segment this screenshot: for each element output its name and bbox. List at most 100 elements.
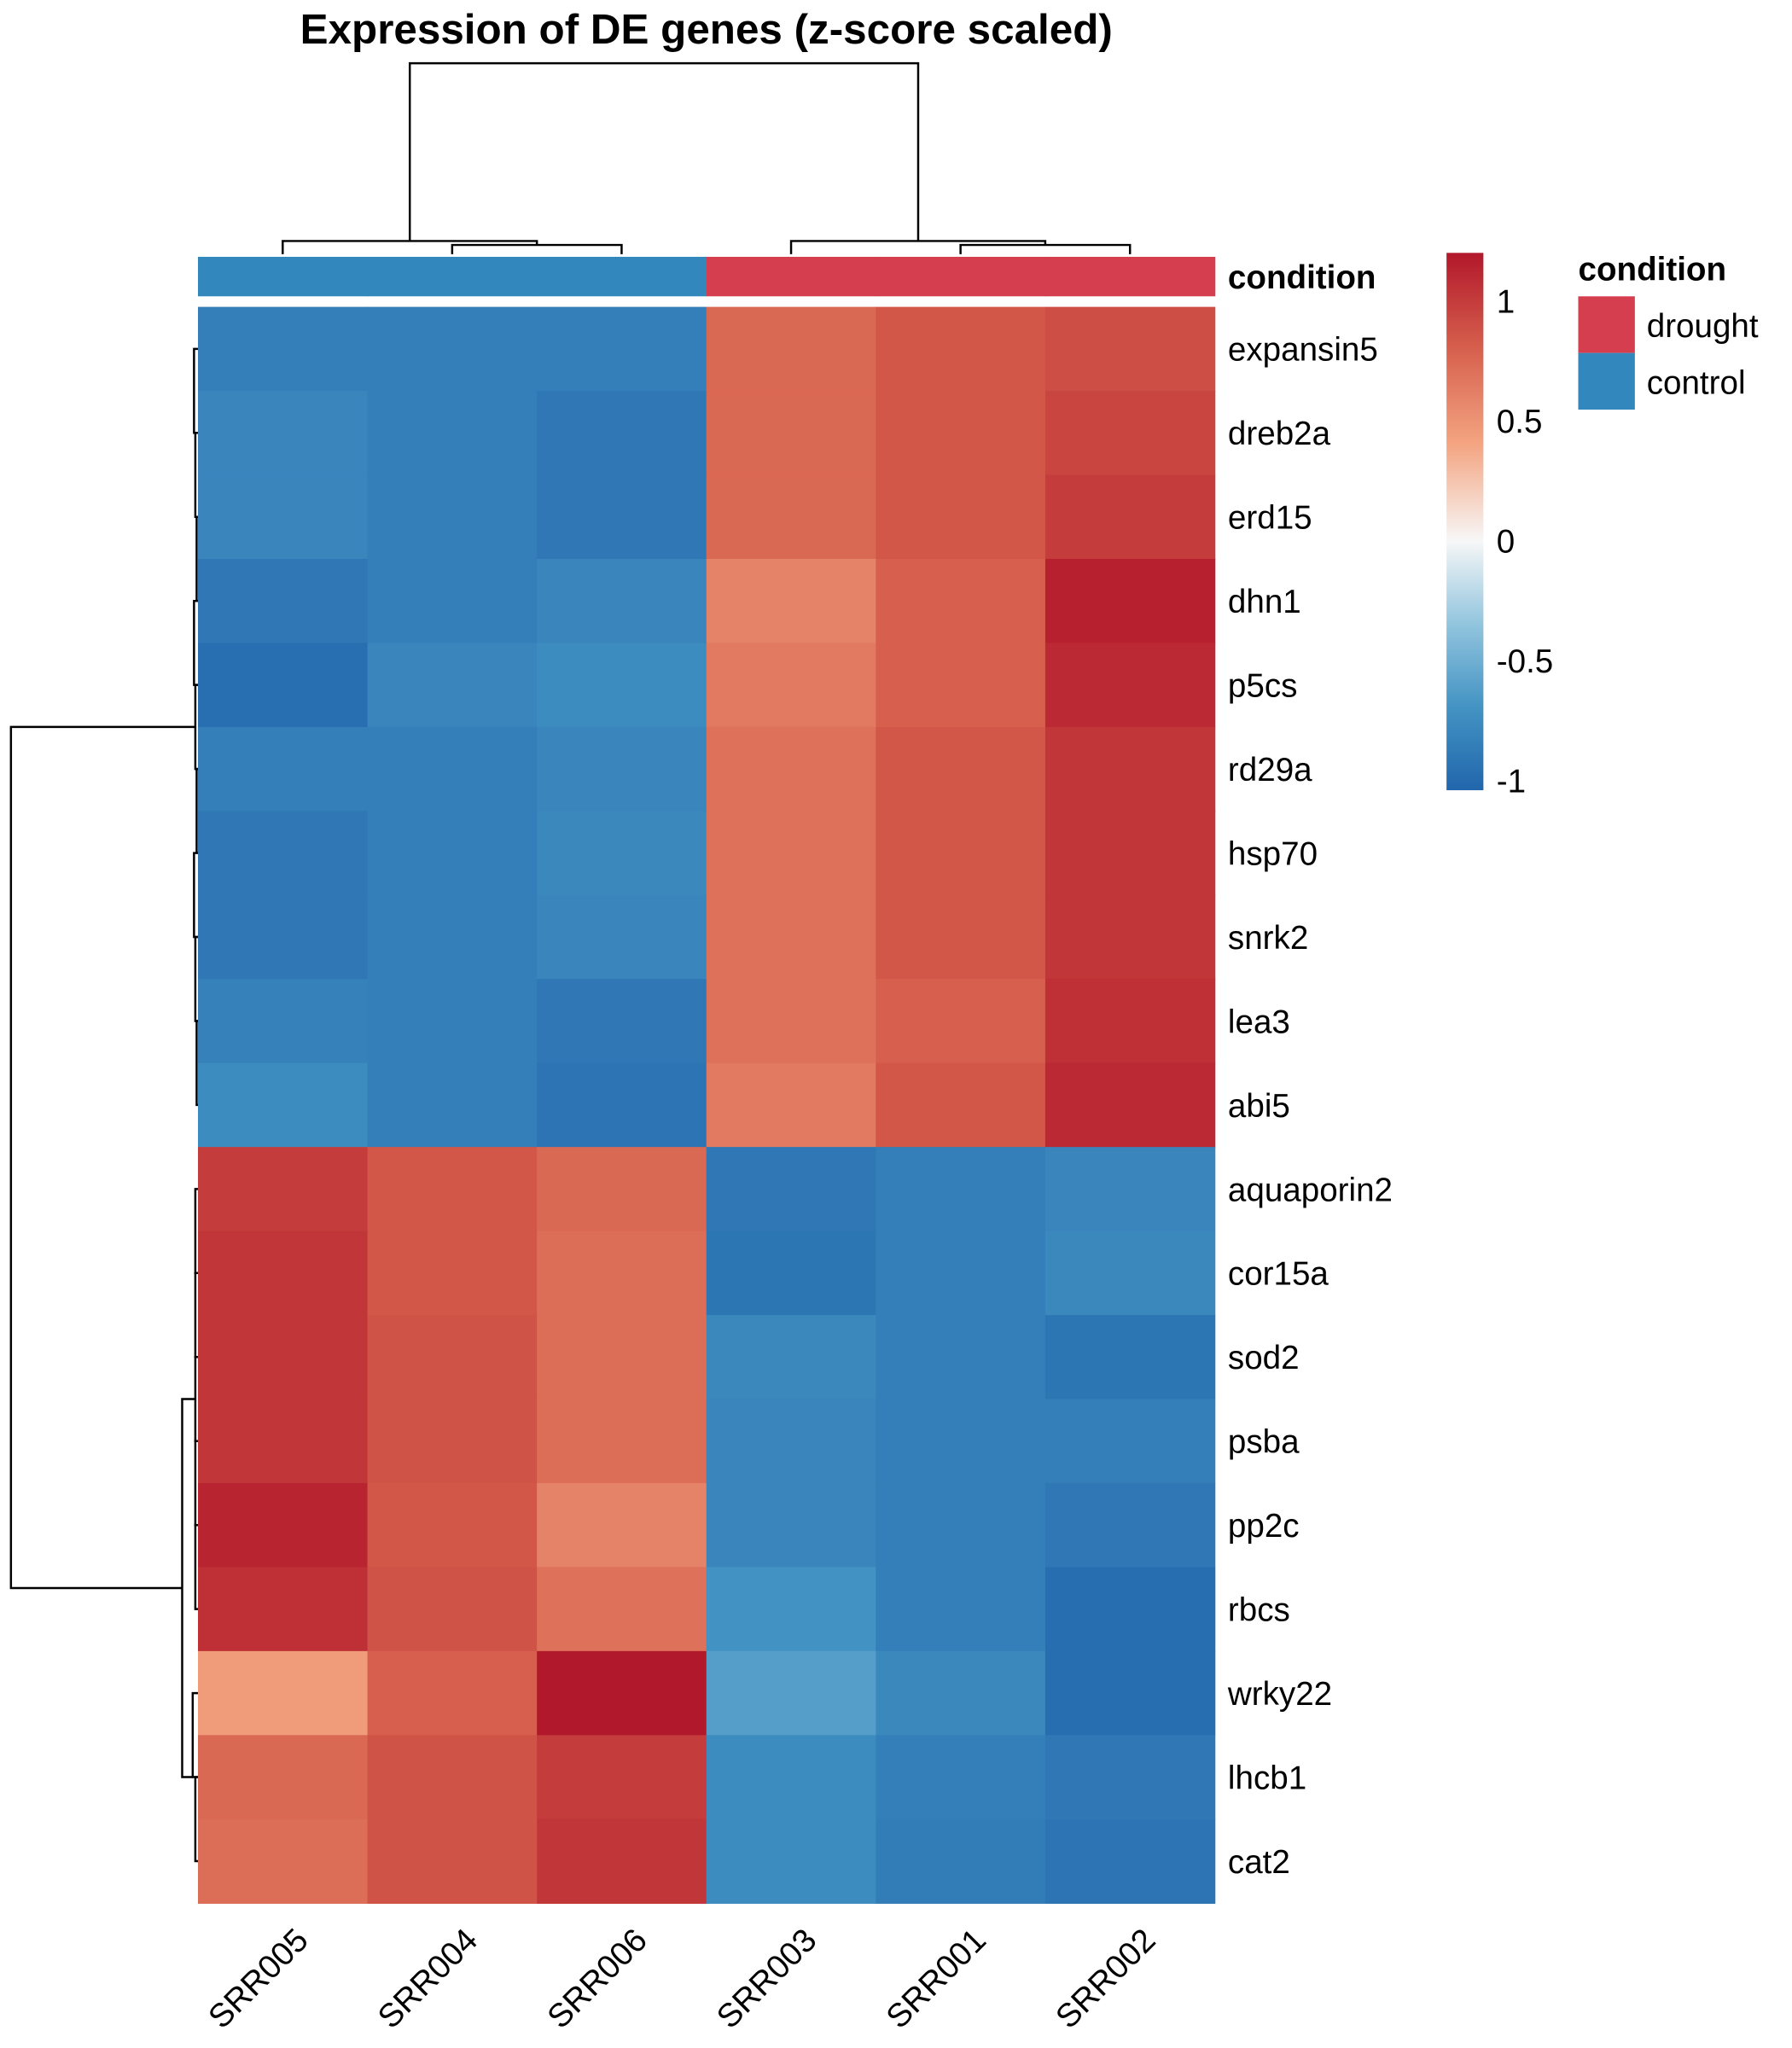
- heatmap-cell: [706, 1399, 877, 1484]
- heatmap-cell: [197, 391, 369, 476]
- heatmap-cell: [1044, 894, 1216, 980]
- dendrogram-branch: [191, 1691, 198, 1778]
- heatmap-cell: [876, 558, 1046, 644]
- row-label: dhn1: [1228, 584, 1301, 620]
- heatmap-cell: [1044, 1399, 1216, 1484]
- heatmap-cell: [1044, 643, 1216, 728]
- heatmap-cell: [706, 1231, 877, 1316]
- row-label: wrky22: [1227, 1676, 1332, 1713]
- dendrogram-branch: [959, 243, 1132, 254]
- heatmap-cell: [876, 979, 1046, 1064]
- colorbar-gradient: [1446, 253, 1484, 791]
- heatmap-cell: [197, 1147, 369, 1232]
- dendrogram-branch: [9, 725, 195, 1590]
- heatmap-cell: [537, 306, 707, 392]
- heatmap-cell: [197, 1231, 369, 1316]
- heatmap-cell: [197, 558, 369, 644]
- annotation-cell: [537, 256, 707, 297]
- heatmap-cell: [1044, 1818, 1216, 1904]
- heatmap-cell: [537, 979, 707, 1064]
- colorbar-legend: 1 0.5 0 -0.5 -1: [1446, 253, 1553, 800]
- heatmap-cell: [706, 1482, 877, 1568]
- annotation-cell: [367, 256, 538, 297]
- heatmap-cell: [706, 558, 877, 644]
- row-label: erd15: [1228, 500, 1312, 537]
- heatmap-cell: [197, 643, 369, 728]
- annotation-label: condition: [1228, 259, 1376, 296]
- dendrogram-branch: [194, 684, 198, 771]
- row-label: hsp70: [1228, 835, 1318, 872]
- heatmap-cell: [197, 1482, 369, 1568]
- heatmap-cell: [367, 1399, 538, 1484]
- heatmap-cell: [537, 1482, 707, 1568]
- heatmap-cell: [1044, 1315, 1216, 1400]
- dendrogram-branch: [789, 240, 1047, 254]
- heatmap-cell: [367, 474, 538, 560]
- column-label: SRR006: [540, 1922, 655, 2036]
- heatmap-cell: [1044, 1735, 1216, 1820]
- heatmap-cell: [197, 1062, 369, 1148]
- dendrogram-branch: [194, 1188, 198, 1275]
- heatmap-cell: [876, 643, 1046, 728]
- legend-label: drought: [1647, 308, 1759, 345]
- dendrogram-branch: [408, 61, 920, 241]
- heatmap-cell: [1044, 558, 1216, 644]
- heatmap-cell: [367, 1567, 538, 1652]
- heatmap-cell: [706, 979, 877, 1064]
- heatmap-cell: [876, 1650, 1046, 1737]
- dendrogram-branch: [195, 767, 198, 854]
- heatmap-cell: [876, 1818, 1046, 1904]
- heatmap-cell: [876, 894, 1046, 980]
- column-label: SRR003: [710, 1922, 824, 2036]
- heatmap-cell: [706, 474, 877, 560]
- heatmap-cell: [367, 1818, 538, 1904]
- dendrogram-branch: [195, 515, 198, 602]
- heatmap-cell: [367, 811, 538, 896]
- heatmap-cell: [1044, 1231, 1216, 1316]
- column-label: SRR005: [201, 1922, 316, 2036]
- heatmap-cell: [537, 391, 707, 476]
- colorbar-tick-label: -1: [1497, 764, 1526, 800]
- heatmap-cell: [706, 894, 877, 980]
- row-label: cat2: [1228, 1844, 1290, 1881]
- dendrogram-branch: [193, 852, 198, 939]
- annotation-cell: [197, 256, 369, 297]
- colorbar-tick-label: 0: [1497, 524, 1515, 561]
- annotation-cell: [706, 256, 877, 297]
- heatmap-cell: [367, 306, 538, 392]
- heatmap-cell: [876, 474, 1046, 560]
- dendrogram-branch: [193, 599, 198, 686]
- row-label: lhcb1: [1228, 1760, 1306, 1796]
- heatmap-cell: [537, 1315, 707, 1400]
- heatmap-cell: [537, 894, 707, 980]
- row-label: sod2: [1228, 1340, 1300, 1376]
- heatmap-cell: [197, 1567, 369, 1652]
- legend-swatch-drought: [1578, 296, 1635, 353]
- heatmap-cell: [197, 894, 369, 980]
- row-label: pp2c: [1228, 1508, 1300, 1545]
- dendrogram-branch: [194, 1776, 198, 1863]
- heatmap-cell: [197, 979, 369, 1064]
- dendrogram-branch: [451, 243, 623, 254]
- dendrogram-branch: [195, 1020, 198, 1107]
- heatmap-cell: [706, 1147, 877, 1232]
- heatmap-cell: [876, 391, 1046, 476]
- heatmap-cell: [197, 1818, 369, 1904]
- heatmap-cell: [367, 558, 538, 644]
- heatmap-cell: [367, 894, 538, 980]
- annotation-legend-title: condition: [1578, 252, 1726, 288]
- heatmap-cell: [367, 1482, 538, 1568]
- dendrogram-branch: [194, 1440, 198, 1527]
- heatmap-cell: [197, 306, 369, 392]
- heatmap-cell: [706, 643, 877, 728]
- row-label: lea3: [1228, 1004, 1290, 1040]
- row-label: snrk2: [1228, 920, 1308, 957]
- row-dendrogram: [9, 347, 198, 1863]
- heatmap-cell: [367, 1062, 538, 1148]
- heatmap-cell: [367, 391, 538, 476]
- heatmap-cell: [367, 1650, 538, 1737]
- heatmap-cells: [197, 306, 1216, 1904]
- dendrogram-branch: [194, 1356, 198, 1442]
- row-label: dreb2a: [1228, 416, 1331, 452]
- heatmap-cell: [706, 1062, 877, 1148]
